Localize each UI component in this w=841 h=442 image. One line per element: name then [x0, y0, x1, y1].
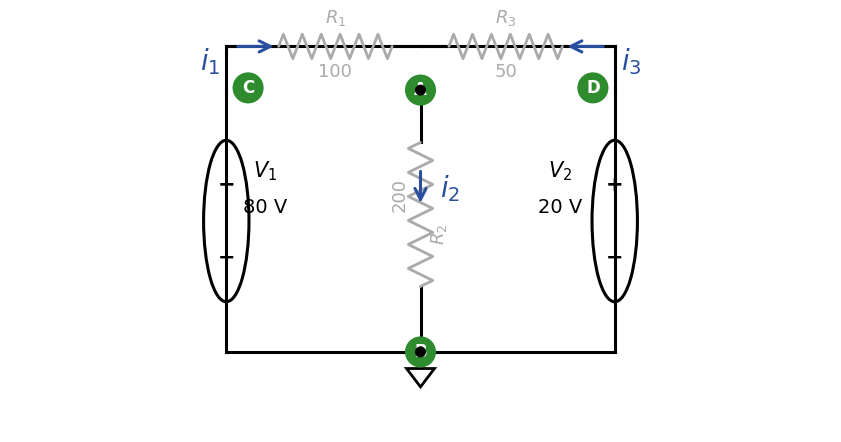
Circle shape: [233, 73, 263, 103]
Text: C: C: [242, 79, 254, 97]
Text: 100: 100: [319, 63, 352, 81]
Circle shape: [415, 85, 426, 95]
Text: B: B: [414, 343, 427, 361]
Text: +: +: [606, 175, 623, 194]
Text: $R_2$: $R_2$: [429, 224, 449, 245]
Text: $i_1$: $i_1$: [200, 46, 220, 77]
Circle shape: [578, 73, 608, 103]
Text: $i_3$: $i_3$: [621, 46, 641, 77]
Text: 50: 50: [495, 63, 517, 81]
Text: $V_1$: $V_1$: [253, 159, 278, 183]
Circle shape: [405, 75, 436, 105]
Circle shape: [405, 337, 436, 367]
Text: 200: 200: [390, 178, 409, 212]
Text: $V_2$: $V_2$: [548, 159, 572, 183]
Text: 80 V: 80 V: [243, 198, 288, 217]
Text: −: −: [606, 248, 623, 267]
Text: −: −: [218, 248, 235, 267]
Text: 20 V: 20 V: [538, 198, 582, 217]
Text: $i_2$: $i_2$: [440, 173, 460, 204]
Text: A: A: [414, 81, 427, 99]
Text: +: +: [218, 175, 235, 194]
Text: D: D: [586, 79, 600, 97]
Text: $R_3$: $R_3$: [495, 8, 516, 28]
Circle shape: [415, 347, 426, 357]
Text: $R_1$: $R_1$: [325, 8, 346, 28]
